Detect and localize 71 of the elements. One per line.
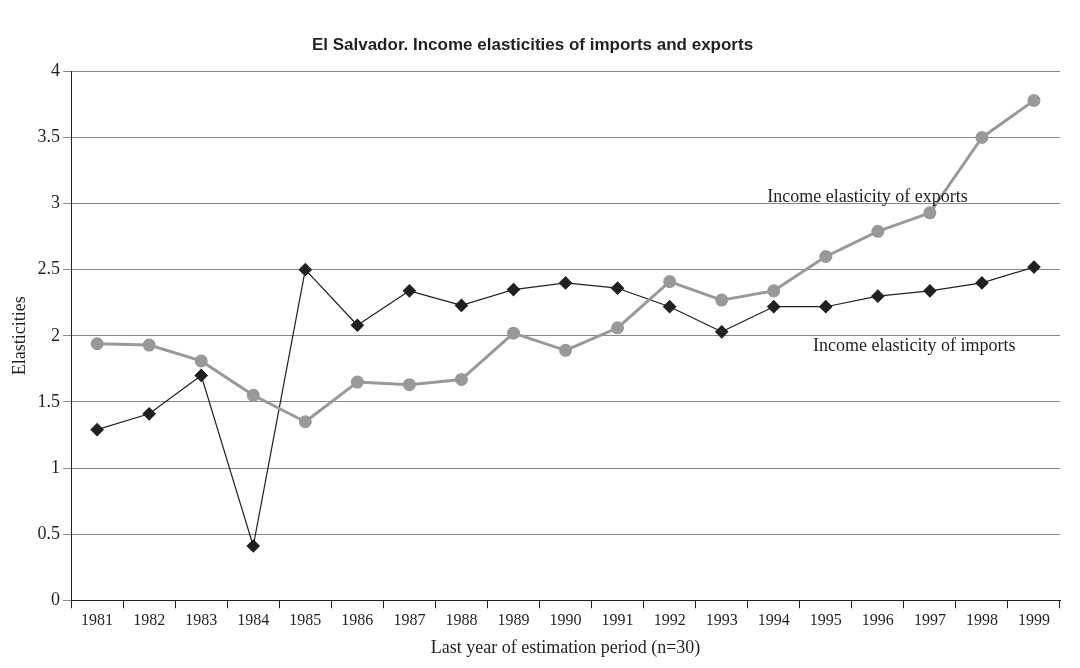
point <box>194 354 208 368</box>
point <box>1027 93 1041 107</box>
point <box>871 224 885 238</box>
point <box>975 276 989 290</box>
x-tick-label: 1986 <box>341 611 374 628</box>
y-tick-label: 1 <box>51 456 61 477</box>
point <box>246 539 260 553</box>
point <box>559 343 573 357</box>
point <box>142 407 156 421</box>
point <box>715 325 729 339</box>
point <box>454 372 468 386</box>
x-tick-label: 1987 <box>393 611 426 628</box>
point <box>767 300 781 314</box>
point <box>246 388 260 402</box>
x-tick-label: 1993 <box>705 611 738 628</box>
x-tick-label: 1983 <box>185 611 218 628</box>
point <box>1027 260 1041 274</box>
y-tick-label: 2.5 <box>37 258 61 279</box>
chart-title: El Salvador. Income elasticities of imports and exports <box>311 34 754 54</box>
point <box>454 298 469 312</box>
point <box>142 338 156 352</box>
point <box>402 284 417 298</box>
point <box>507 326 520 340</box>
point <box>194 368 208 383</box>
point <box>90 423 104 437</box>
point <box>715 293 729 307</box>
point <box>350 318 364 332</box>
y-axis-title: Elasticities <box>8 296 29 376</box>
series-label: Income elasticity of exports <box>767 185 968 206</box>
x-tick-label: 1998 <box>965 611 998 628</box>
y-tick-label: 4 <box>51 60 61 81</box>
point <box>298 263 312 277</box>
point <box>923 284 937 298</box>
point <box>298 415 312 429</box>
x-axis-title: Last year of estimation period (n=30) <box>430 636 701 658</box>
x-tick-label: 1988 <box>445 611 478 628</box>
point <box>402 378 416 392</box>
point <box>90 337 104 351</box>
series-label: Income elasticity of imports <box>813 335 1016 356</box>
x-tick-label: 1994 <box>757 611 790 628</box>
point <box>767 284 781 298</box>
x-tick-label: 1989 <box>497 611 530 628</box>
point <box>506 282 521 297</box>
y-tick-label: 0.5 <box>37 522 61 543</box>
point <box>663 275 677 289</box>
point <box>611 281 625 295</box>
y-tick-label: 0 <box>51 588 61 609</box>
x-tick-label: 1992 <box>653 611 686 628</box>
point <box>871 289 885 303</box>
x-tick-label: 1995 <box>809 611 842 628</box>
x-tick-label: 1982 <box>133 611 166 628</box>
x-tick-label: 1985 <box>289 611 322 628</box>
point <box>558 276 573 290</box>
point <box>611 321 625 335</box>
point <box>975 131 989 144</box>
x-tick-label: 1997 <box>913 611 946 628</box>
x-tick-label: 1999 <box>1017 611 1050 628</box>
x-tick-label: 1984 <box>237 611 270 628</box>
point <box>819 249 833 263</box>
point <box>819 300 833 314</box>
point <box>350 375 364 389</box>
point <box>663 300 677 314</box>
point <box>923 206 937 220</box>
x-tick-label: 1981 <box>81 611 114 628</box>
x-tick-label: 1996 <box>861 611 894 628</box>
x-tick-label: 1990 <box>549 611 582 628</box>
y-tick-label: 2 <box>51 324 61 345</box>
y-tick-label: 3 <box>51 192 61 213</box>
y-tick-label: 1.5 <box>37 390 61 411</box>
x-tick-label: 1991 <box>601 611 634 628</box>
y-tick-label: 3.5 <box>37 126 61 147</box>
